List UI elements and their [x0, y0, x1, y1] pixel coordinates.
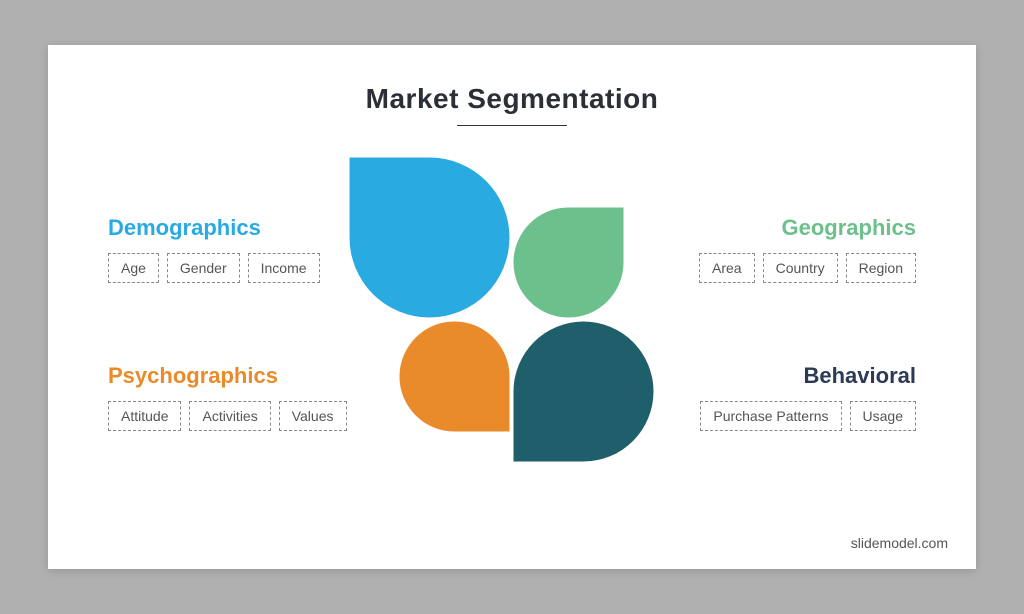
petal-top-right [514, 208, 624, 318]
heading-geographics: Geographics [656, 215, 916, 241]
segment-demographics: Demographics Age Gender Income [108, 215, 368, 283]
tag: Income [248, 253, 320, 283]
tags-behavioral: Purchase Patterns Usage [656, 401, 916, 431]
page-title: Market Segmentation [48, 83, 976, 115]
segment-psychographics: Psychographics Attitude Activities Value… [108, 363, 368, 431]
tags-demographics: Age Gender Income [108, 253, 368, 283]
tag: Attitude [108, 401, 181, 431]
slide-canvas: Market Segmentation Demographics Age Gen… [48, 45, 976, 569]
tag: Country [763, 253, 838, 283]
tags-geographics: Area Country Region [656, 253, 916, 283]
petal-bottom-right [514, 322, 654, 462]
tag: Age [108, 253, 159, 283]
segment-behavioral: Behavioral Purchase Patterns Usage [656, 363, 916, 431]
tag: Gender [167, 253, 240, 283]
tags-psychographics: Attitude Activities Values [108, 401, 368, 431]
tag: Usage [850, 401, 916, 431]
title-underline [457, 125, 567, 126]
segment-geographics: Geographics Area Country Region [656, 215, 916, 283]
petal-bottom-left [400, 322, 510, 432]
attribution-text: slidemodel.com [851, 535, 948, 551]
tag: Values [279, 401, 347, 431]
petal-cluster [512, 320, 513, 321]
heading-demographics: Demographics [108, 215, 368, 241]
tag: Area [699, 253, 755, 283]
petal-top-left [350, 158, 510, 318]
tag: Activities [189, 401, 270, 431]
heading-psychographics: Psychographics [108, 363, 368, 389]
tag: Region [846, 253, 916, 283]
heading-behavioral: Behavioral [656, 363, 916, 389]
tag: Purchase Patterns [700, 401, 841, 431]
